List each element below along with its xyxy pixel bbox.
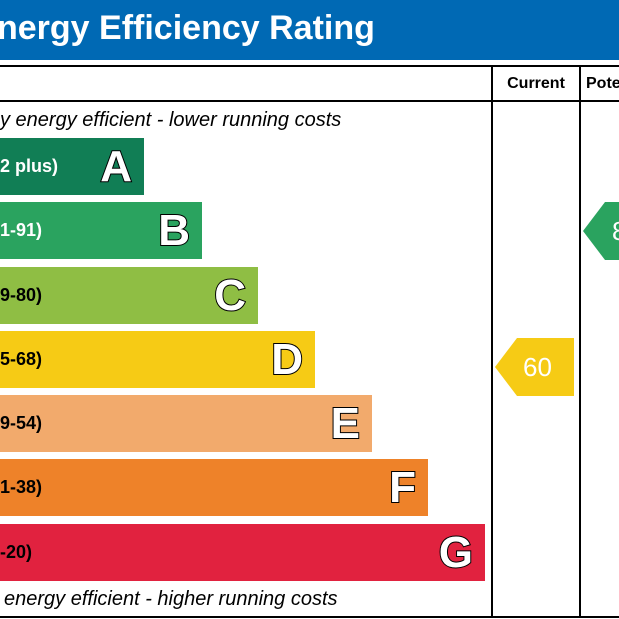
band-letter: F: [388, 462, 417, 513]
band-g: -20) G: [0, 524, 485, 581]
band-letter: G: [438, 527, 474, 578]
band-range: -20): [0, 542, 33, 562]
potential-rating-value: 8: [612, 202, 619, 260]
band-e: 9-54) E: [0, 395, 372, 452]
band-b: 1-91) B: [0, 202, 202, 259]
band-letter: B: [157, 205, 191, 256]
table-bottom-border: [0, 616, 619, 618]
band-range: 2 plus): [0, 156, 59, 176]
note-top: y energy efficient - lower running costs: [0, 109, 342, 131]
band-d: 5-68) D: [0, 331, 315, 388]
header-row-border: [0, 100, 619, 102]
note-bottom: energy efficient - higher running costs: [4, 588, 338, 610]
band-range: 9-54): [0, 413, 43, 433]
band-letter: D: [270, 334, 304, 385]
column-header-current: Current: [507, 75, 565, 92]
band-f: 1-38) F: [0, 459, 428, 516]
potential-rating-arrow: 8: [583, 202, 619, 260]
column-header-potential: Pote: [586, 75, 619, 92]
band-letter: E: [330, 398, 361, 449]
current-rating-value: 60: [523, 352, 552, 382]
header-bar: nergy Efficiency Rating: [0, 0, 619, 60]
current-rating-arrow: 60: [495, 338, 574, 396]
band-c: 9-80) C: [0, 267, 258, 324]
column-divider-current: [491, 66, 493, 617]
band-letter: C: [213, 270, 247, 321]
column-divider-potential: [579, 66, 581, 617]
band-range: 9-80): [0, 285, 43, 305]
band-letter: A: [99, 141, 133, 192]
page-title: nergy Efficiency Rating: [0, 9, 375, 47]
band-range: 1-38): [0, 477, 43, 497]
band-range: 5-68): [0, 349, 43, 369]
table-top-border: [0, 65, 619, 67]
band-range: 1-91): [0, 220, 43, 240]
band-a: 2 plus) A: [0, 138, 144, 195]
